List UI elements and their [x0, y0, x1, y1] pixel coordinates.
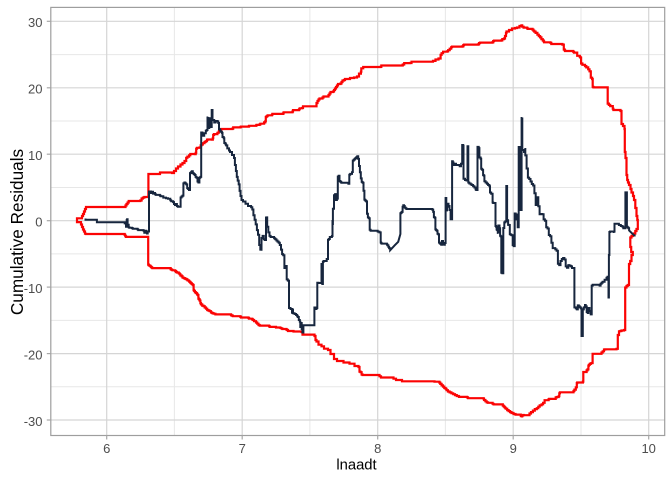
svg-text:0: 0	[35, 215, 42, 230]
svg-text:7: 7	[239, 441, 246, 456]
svg-text:8: 8	[374, 441, 381, 456]
svg-text:-10: -10	[24, 281, 43, 296]
svg-text:lnaadt: lnaadt	[336, 458, 376, 474]
svg-text:9: 9	[510, 441, 517, 456]
svg-text:-20: -20	[24, 347, 43, 362]
svg-text:30: 30	[28, 15, 42, 30]
svg-text:10: 10	[28, 148, 42, 163]
svg-text:-30: -30	[24, 414, 43, 429]
svg-text:20: 20	[28, 82, 42, 97]
svg-text:Cumulative Residuals: Cumulative Residuals	[7, 149, 27, 315]
svg-text:10: 10	[641, 441, 655, 456]
svg-text:6: 6	[103, 441, 110, 456]
